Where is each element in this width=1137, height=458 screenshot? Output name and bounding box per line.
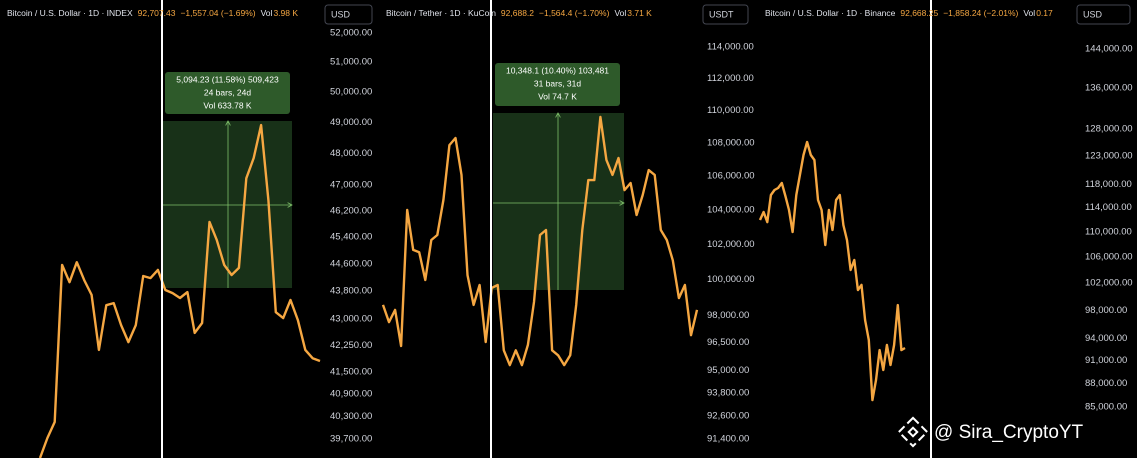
measure-arrow-v-head [225,120,231,126]
y-tick-label: 108,000.00 [707,137,755,148]
y-tick-label: 51,000.00 [330,57,372,68]
y-tick-label: 46,200.00 [330,205,372,216]
header: Bitcoin / U.S. Dollar · 1D · Binance 92,6… [765,8,1053,18]
y-tick-label: 41,500.00 [330,367,372,378]
y-tick-label: 94,000.00 [1085,333,1127,344]
y-tick-label: 102,000.00 [707,239,755,250]
y-tick-label: 95,000.00 [707,365,749,376]
header: Bitcoin / Tether · 1D · KuCoin 92,688.2 −1… [386,8,652,18]
header: Bitcoin / U.S. Dollar · 1D · INDEX 92,707… [7,8,298,18]
y-tick-label: 44,600.00 [330,258,372,269]
currency-label[interactable]: USDT [709,9,734,19]
y-tick-label: 47,000.00 [330,180,372,191]
header-volume-label: Vol [261,8,273,18]
currency-label[interactable]: USD [1083,9,1103,19]
y-tick-label: 45,400.00 [330,232,372,243]
price-line [38,123,321,458]
y-tick-label: 96,500.00 [707,337,749,348]
y-tick-label: 110,000.00 [1085,226,1132,237]
header-change: −1,564.4 (−1.70%) [539,8,610,18]
y-tick-label: 102,000.00 [1085,278,1133,289]
y-tick-label: 40,300.00 [330,411,372,422]
y-tick-label: 118,000.00 [1085,179,1132,190]
currency-button [1076,4,1131,25]
measure-label: 10,348.1 (10.40%) 103,481 [506,65,609,75]
measure-arrow-h-head [287,202,293,208]
price-line [381,115,699,367]
measure-area [162,121,292,288]
y-tick-label: 40,900.00 [330,389,372,400]
measure-label: Vol 74.7 K [538,91,577,101]
y-tick-label: 106,000.00 [1085,252,1133,263]
y-tick-label: 43,800.00 [330,286,372,297]
y-tick-label: 100,000.00 [707,274,755,285]
header-volume-label: Vol [614,8,626,18]
watermark: @ Sira_CryptoYT [897,416,1084,448]
measure-label-box [495,63,620,106]
y-tick-label: 91,400.00 [707,434,749,445]
y-tick-label: 98,000.00 [707,310,749,321]
date-marker [161,0,163,458]
y-tick-label: 114,000.00 [1085,202,1132,213]
y-tick-label: 88,000.00 [1085,378,1127,389]
header-volume: 3.71 K [627,8,652,18]
y-tick-label: 92,600.00 [707,410,749,421]
measure-label: 31 bars, 31d [534,78,582,88]
y-tick-label: 128,000.00 [1085,124,1133,135]
header-title: Bitcoin / U.S. Dollar · 1D · Binance [765,8,896,18]
measure-arrow-v-head [555,112,561,118]
date-marker [930,0,932,458]
header-title: Bitcoin / Tether · 1D · KuCoin [386,8,496,18]
header-volume: 3.98 K [273,8,298,18]
measure-label-box [165,72,290,114]
header-volume-label: Vol [1023,8,1035,18]
date-marker [490,0,492,458]
header-change: −1,557.04 (−1.69%) [180,8,255,18]
y-tick-label: 50,000.00 [330,86,372,97]
y-tick-label: 93,800.00 [707,388,749,399]
y-tick-label: 110,000.00 [707,105,754,116]
measure-label: 5,094.23 (11.58%) 509,423 [176,74,279,84]
measure-area [493,113,624,290]
y-tick-label: 114,000.00 [707,42,754,53]
currency-button [324,4,373,25]
y-tick-label: 91,000.00 [1085,355,1127,366]
y-tick-label: 106,000.00 [707,171,755,182]
header-volume: 0.17 [1036,8,1053,18]
header-change: −1,858.24 (−2.01%) [943,8,1018,18]
y-tick-label: 144,000.00 [1085,44,1133,55]
y-tick-label: 136,000.00 [1085,82,1133,93]
y-tick-label: 112,000.00 [707,73,754,84]
watermark-icon [897,416,929,448]
watermark-text: @ Sira_CryptoYT [934,422,1084,443]
y-tick-label: 52,000.00 [330,27,372,38]
header-price: 92,707.43 [138,8,176,18]
y-tick-label: 123,000.00 [1085,151,1133,162]
y-tick-label: 43,000.00 [330,313,372,324]
measure-label: Vol 633.78 K [203,100,252,110]
measure-arrow-h-head [619,200,625,206]
price-line [758,140,906,402]
y-tick-label: 39,700.00 [330,433,372,444]
y-tick-label: 42,250.00 [330,340,372,351]
header-title: Bitcoin / U.S. Dollar · 1D · INDEX [7,8,133,18]
currency-label[interactable]: USD [331,9,351,19]
y-tick-label: 48,000.00 [330,148,372,159]
y-tick-label: 85,000.00 [1085,402,1127,413]
header-price: 92,668.25 [900,8,938,18]
header-price: 92,688.2 [501,8,534,18]
y-tick-label: 98,000.00 [1085,305,1127,316]
y-tick-label: 104,000.00 [707,204,755,215]
measure-label: 24 bars, 24d [204,87,252,97]
y-tick-label: 49,000.00 [330,117,372,128]
currency-button [702,4,749,25]
